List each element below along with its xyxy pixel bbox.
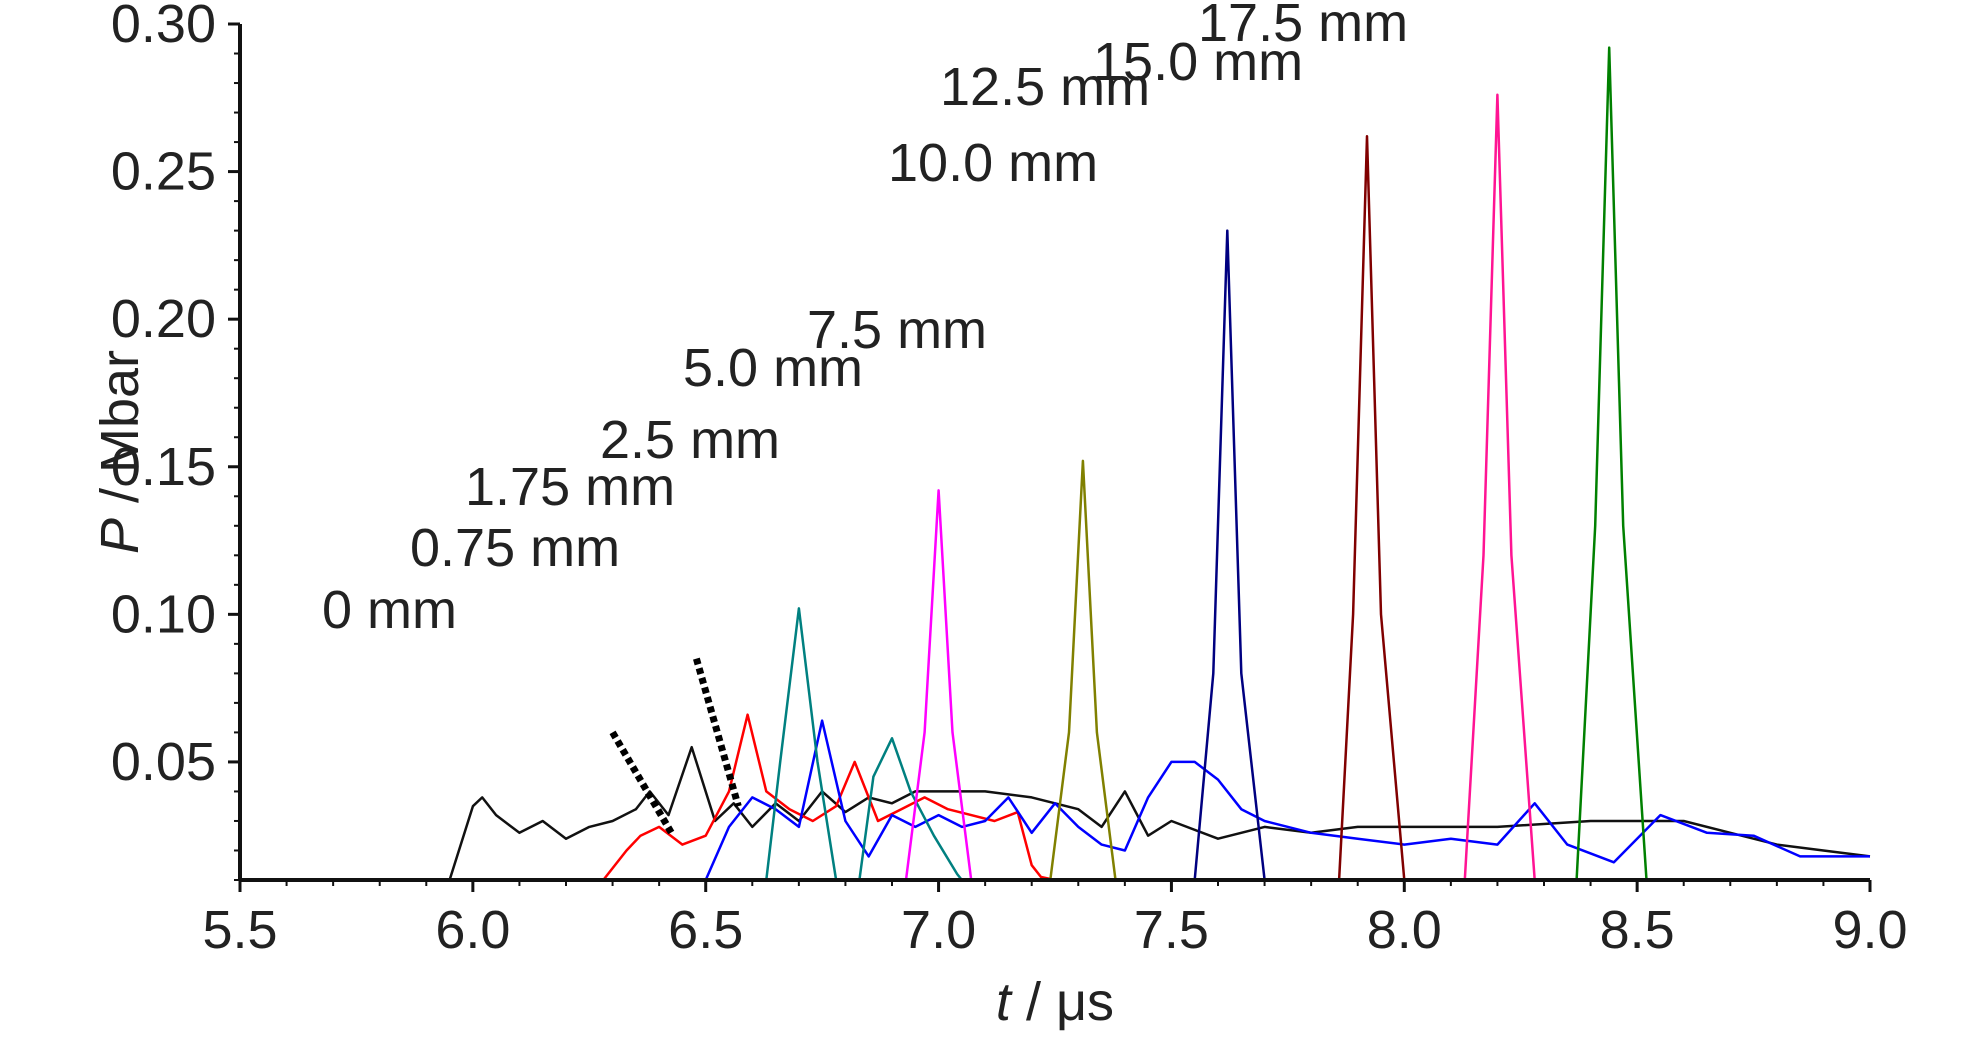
y-tick-label: 0.15 (111, 437, 216, 497)
series-line-5-0-mm (904, 489, 973, 881)
x-axis-unit: / μs (1011, 972, 1114, 1032)
series-line-1-75-mm (704, 719, 1870, 881)
x-tick-label: 6.5 (668, 900, 743, 960)
series-line-17-5-mm (1575, 46, 1648, 881)
y-axis-title: P / Mbar (90, 350, 150, 554)
axes-layer (238, 24, 1870, 882)
x-tick-label: 8.5 (1600, 900, 1675, 960)
series-line-15-0-mm (1463, 93, 1536, 881)
series-line-2-5-mm (765, 607, 963, 882)
series-line-12-5-mm (1337, 134, 1406, 881)
y-tick-label: 0.30 (111, 0, 216, 54)
ticks-layer: 0.05 0.10 0.15 0.20 0.25 0.30 5.5 6.0 6.5 7.0 7.5 8… (111, 0, 1908, 960)
leader-layer (609, 657, 742, 838)
x-axis-symbol: t (996, 972, 1013, 1032)
series-label: 2.5 mm (600, 410, 780, 470)
y-tick-label: 0.20 (111, 289, 216, 349)
series-label: 0 mm (322, 580, 457, 640)
series-label: 12.5 mm (940, 57, 1150, 117)
x-tick-label: 5.5 (202, 900, 277, 960)
y-axis-symbol: P (90, 518, 150, 554)
series-label: 17.5 mm (1198, 0, 1408, 53)
x-tick-label: 7.0 (901, 900, 976, 960)
x-axis-title: t / μs (996, 972, 1114, 1032)
x-tick-label: 7.5 (1134, 900, 1209, 960)
series-label: 15.0 mm (1093, 32, 1303, 92)
y-tick-label: 0.05 (111, 732, 216, 792)
y-axis-unit: / Mbar (90, 350, 150, 518)
series-labels: 0 mm0.75 mm1.75 mm2.5 mm 5.0 mm7.5 mm 10.0… (322, 0, 1408, 640)
x-tick-label: 8.0 (1367, 900, 1442, 960)
series-layer (448, 46, 1871, 882)
series-label: 7.5 mm (807, 300, 987, 360)
series-line-0-75-mm (602, 713, 1056, 882)
x-tick-label: 9.0 (1832, 900, 1907, 960)
series-line-10-0-mm (1193, 229, 1266, 881)
y-tick-label: 0.10 (111, 584, 216, 644)
series-label: 1.75 mm (465, 457, 675, 517)
x-tick-label: 6.0 (435, 900, 510, 960)
series-line-7-5-mm (1049, 459, 1117, 881)
series-label: 10.0 mm (888, 133, 1098, 193)
leader-line (609, 730, 677, 838)
leader-line (693, 657, 742, 808)
series-line-0-mm (448, 745, 1871, 881)
series-label: 5.0 mm (683, 338, 863, 398)
series-label: 0.75 mm (410, 518, 620, 578)
y-tick-label: 0.25 (111, 142, 216, 202)
